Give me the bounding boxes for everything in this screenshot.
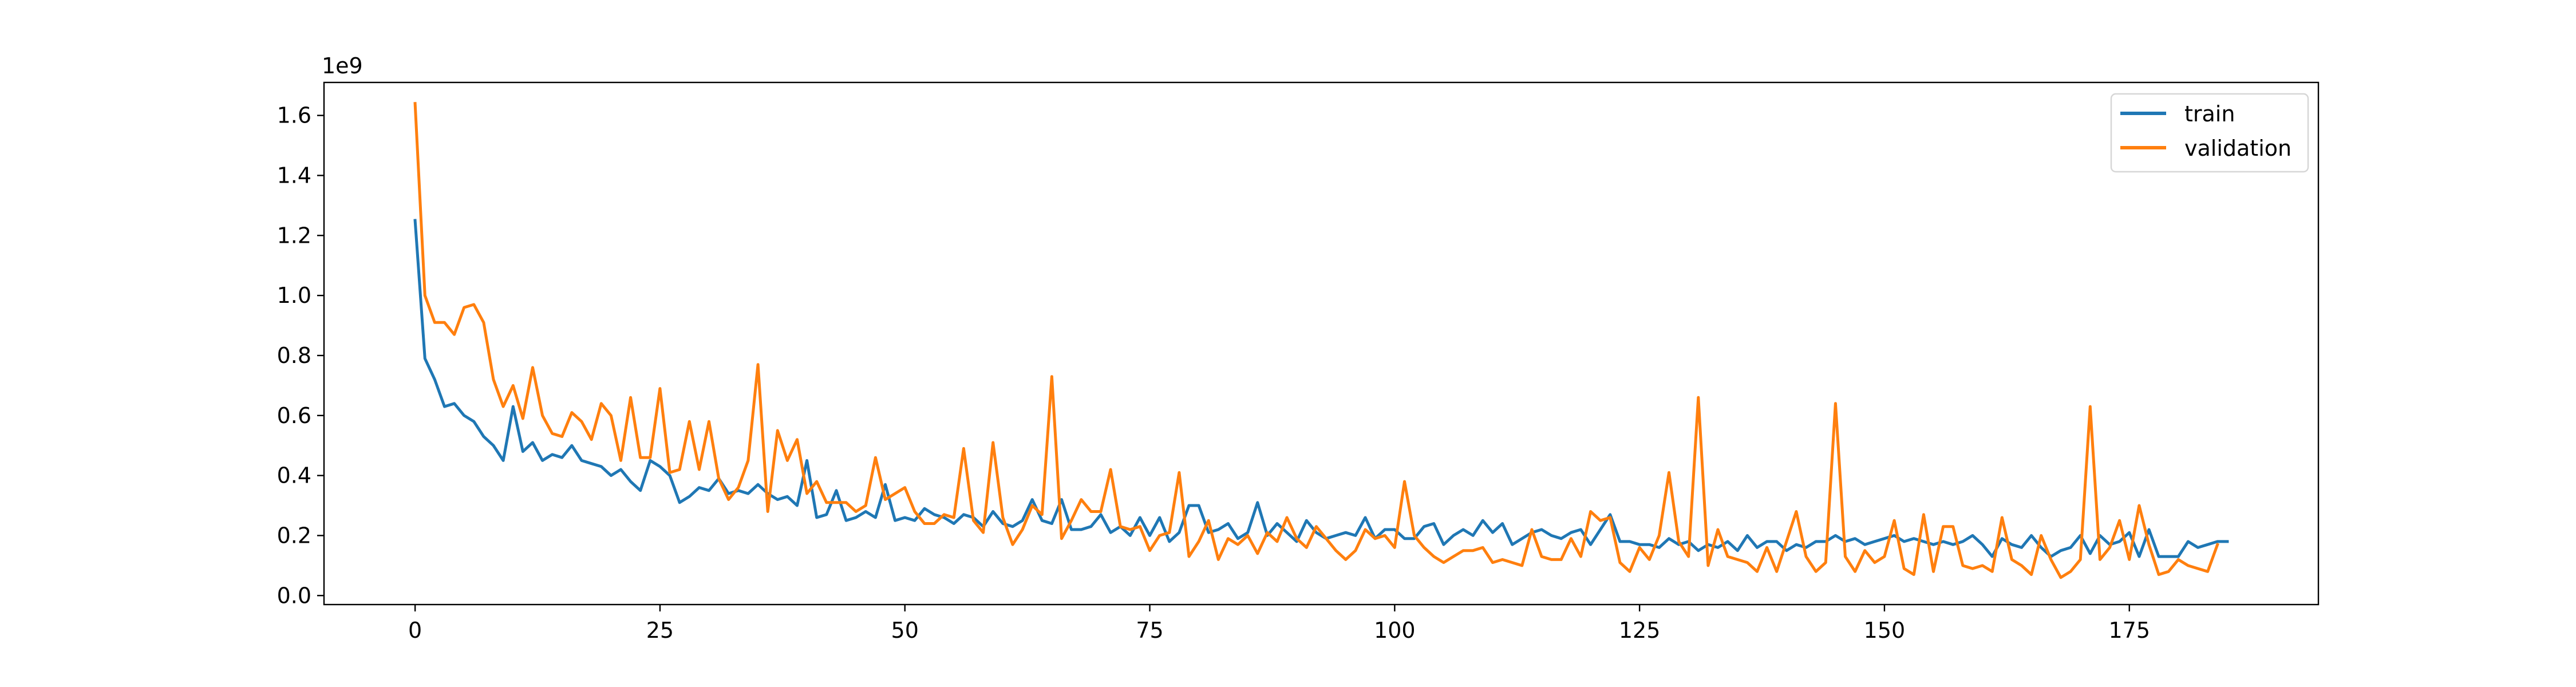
y-multiplier-label: 1e9 xyxy=(322,53,363,78)
plot-frame xyxy=(323,81,2320,606)
y-axis: 0.0 0.2 0.4 0.6 0.8 1.0 1.2 1.4 1.6 xyxy=(277,103,324,608)
legend-label-validation: validation xyxy=(2184,136,2291,161)
x-tick-label: 100 xyxy=(1374,618,1416,643)
y-tick-label: 1.2 xyxy=(277,223,311,248)
x-tick-label: 150 xyxy=(1864,618,1906,643)
y-tick-label: 0.0 xyxy=(277,583,311,608)
y-tick-label: 1.6 xyxy=(277,103,311,128)
x-tick-label: 125 xyxy=(1619,618,1661,643)
y-tick-label: 0.6 xyxy=(277,403,311,428)
legend: train validation xyxy=(2110,93,2309,173)
series-line-train xyxy=(413,219,2229,558)
x-axis: 0 25 50 75 100 125 150 175 xyxy=(408,605,2150,643)
x-tick-label: 25 xyxy=(646,618,674,643)
y-tick-label: 0.8 xyxy=(277,343,311,368)
legend-label-train: train xyxy=(2184,101,2235,127)
x-tick-label: 75 xyxy=(1136,618,1163,643)
x-tick-label: 0 xyxy=(408,618,422,643)
series-layer xyxy=(413,102,2229,579)
plot-area xyxy=(324,82,2318,605)
x-tick-label: 50 xyxy=(891,618,919,643)
y-tick-label: 0.4 xyxy=(277,463,311,488)
y-tick-label: 0.2 xyxy=(277,523,311,548)
y-tick-label: 1.0 xyxy=(277,283,311,308)
x-tick-label: 175 xyxy=(2108,618,2150,643)
series-line-validation xyxy=(413,102,2219,579)
y-tick-label: 1.4 xyxy=(277,163,311,188)
